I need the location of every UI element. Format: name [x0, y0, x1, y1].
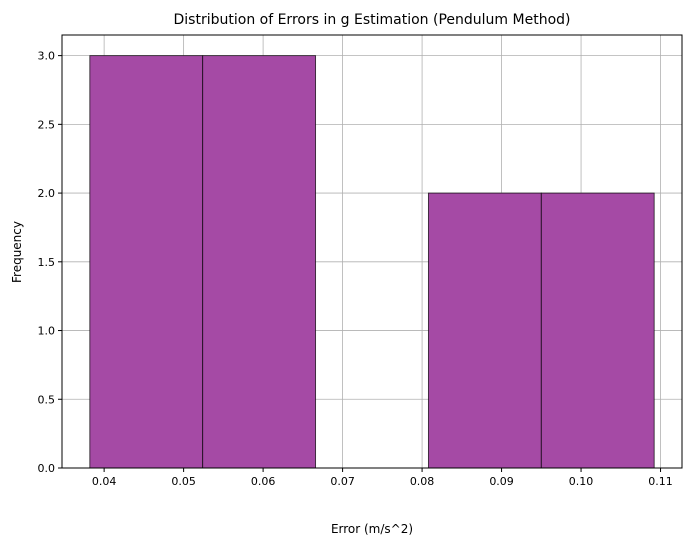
- histogram-bars: [89, 55, 655, 469]
- y-tick-label: 3.0: [38, 50, 56, 63]
- y-axis-ticks: 0.0 0.5 1.0 1.5 2.0 2.5 3.0: [38, 50, 62, 475]
- y-tick-label: 2.0: [38, 187, 56, 200]
- y-axis-label: Frequency: [10, 221, 24, 283]
- x-axis-ticks: 0.04 0.05 0.06 0.07 0.08 0.09 0.10 0.11: [92, 468, 673, 488]
- histogram-bar: [427, 192, 542, 469]
- y-tick-label: 1.5: [38, 256, 56, 269]
- y-tick-label: 2.5: [38, 118, 56, 131]
- x-tick-label: 0.05: [171, 475, 196, 488]
- y-tick-label: 0.5: [38, 393, 56, 406]
- chart-title: Distribution of Errors in g Estimation (…: [174, 12, 571, 28]
- x-tick-label: 0.04: [92, 475, 117, 488]
- y-tick-label: 1.0: [38, 325, 56, 338]
- histogram-bar: [202, 55, 317, 469]
- x-tick-label: 0.07: [330, 475, 355, 488]
- x-tick-label: 0.09: [489, 475, 514, 488]
- x-tick-label: 0.08: [410, 475, 435, 488]
- histogram-bar: [540, 192, 655, 469]
- histogram-bar: [89, 55, 204, 469]
- x-tick-label: 0.10: [569, 475, 594, 488]
- x-tick-label: 0.11: [648, 475, 673, 488]
- x-tick-label: 0.06: [251, 475, 276, 488]
- x-axis-label: Error (m/s^2): [331, 522, 413, 536]
- y-tick-label: 0.0: [38, 462, 56, 475]
- plot-frame: [61, 34, 683, 469]
